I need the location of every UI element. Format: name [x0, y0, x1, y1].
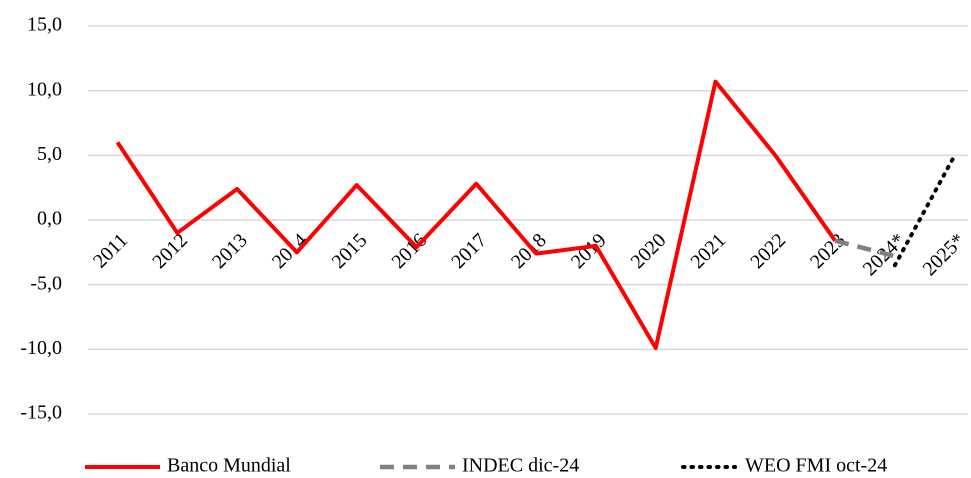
x-tick-label: 2013	[208, 229, 252, 273]
y-tick-label: 10,0	[27, 78, 62, 100]
y-tick-label: 5,0	[37, 143, 62, 165]
x-tick-label: 2019	[567, 229, 611, 273]
x-tick-label: 2025*	[919, 229, 970, 280]
y-tick-label: -5,0	[30, 272, 62, 294]
y-tick-label: 0,0	[37, 208, 62, 230]
x-tick-label: 2015	[328, 229, 372, 273]
x-tick-label: 2022	[746, 229, 790, 273]
x-tick-label: 2023	[806, 229, 850, 273]
y-tick-label: -10,0	[20, 337, 62, 359]
x-tick-label: 2012	[148, 229, 192, 273]
x-tick-label: 2021	[686, 229, 730, 273]
y-tick-label: -15,0	[20, 402, 62, 424]
legend-label: Banco Mundial	[167, 455, 291, 477]
series-line	[834, 238, 896, 259]
legend-label: WEO FMI oct-24	[745, 455, 887, 477]
y-tick-label: 15,0	[27, 14, 62, 36]
series-line	[892, 153, 957, 268]
legend-label: INDEC dic-24	[462, 455, 579, 477]
x-tick-label: 2017	[447, 229, 491, 273]
x-tick-label: 2020	[627, 229, 671, 273]
series-line	[115, 79, 837, 351]
x-tick-label: 2011	[89, 229, 132, 272]
x-tick-label: 2014	[268, 229, 312, 273]
